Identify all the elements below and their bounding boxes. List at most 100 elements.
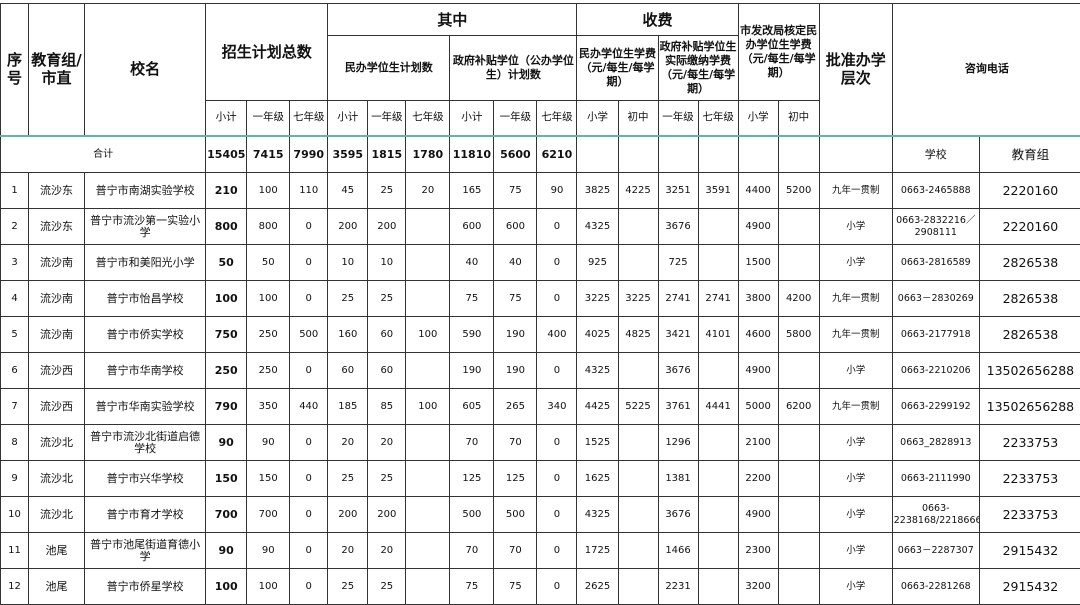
row-fee-value: 5200 bbox=[778, 173, 819, 209]
total-empty-cell bbox=[819, 136, 892, 173]
row-plan-value: 75 bbox=[450, 569, 494, 605]
row-phone-school: 0663-2832216／2908111 bbox=[892, 209, 979, 245]
total-empty-cell bbox=[738, 136, 778, 173]
row-phone-school: 0663-2299192 bbox=[892, 389, 979, 425]
row-group: 池尾 bbox=[29, 569, 85, 605]
subheader-grade1: 一年级 bbox=[658, 101, 698, 136]
row-fee-value bbox=[778, 461, 819, 497]
row-group: 流沙西 bbox=[29, 389, 85, 425]
row-fee-value: 2625 bbox=[577, 569, 618, 605]
row-plan-value: 125 bbox=[494, 461, 537, 497]
row-plan-value: 190 bbox=[494, 317, 537, 353]
row-phone-group: 2233753 bbox=[979, 425, 1080, 461]
row-level: 小学 bbox=[819, 209, 892, 245]
row-plan-value: 100 bbox=[406, 317, 450, 353]
header-private-plan: 民办学位生计划数 bbox=[328, 36, 450, 101]
row-school-name: 普宁市和美阳光小学 bbox=[85, 245, 206, 281]
row-group: 流沙东 bbox=[29, 209, 85, 245]
row-fee-value bbox=[698, 209, 738, 245]
row-fee-value bbox=[618, 209, 658, 245]
row-plan-value: 75 bbox=[494, 569, 537, 605]
row-plan-value: 50 bbox=[206, 245, 247, 281]
row-phone-group: 2233753 bbox=[979, 461, 1080, 497]
row-phone-group: 13502656288 bbox=[979, 389, 1080, 425]
row-phone-group: 2826538 bbox=[979, 245, 1080, 281]
row-plan-value: 265 bbox=[494, 389, 537, 425]
row-fee-value bbox=[618, 497, 658, 533]
row-plan-value: 10 bbox=[368, 245, 406, 281]
row-plan-value: 110 bbox=[290, 173, 328, 209]
row-plan-value: 400 bbox=[537, 317, 577, 353]
subheader-grade1: 一年级 bbox=[368, 101, 406, 136]
total-value: 5600 bbox=[494, 136, 537, 173]
row-plan-value: 150 bbox=[206, 461, 247, 497]
row-group: 流沙南 bbox=[29, 317, 85, 353]
row-fee-value: 3591 bbox=[698, 173, 738, 209]
row-fee-value: 5225 bbox=[618, 389, 658, 425]
row-level: 小学 bbox=[819, 461, 892, 497]
row-plan-value: 440 bbox=[290, 389, 328, 425]
row-fee-value: 3225 bbox=[577, 281, 618, 317]
row-fee-value: 1525 bbox=[577, 425, 618, 461]
row-plan-value: 0 bbox=[290, 497, 328, 533]
row-plan-value: 25 bbox=[368, 461, 406, 497]
row-fee-value bbox=[698, 353, 738, 389]
row-plan-value: 340 bbox=[537, 389, 577, 425]
row-plan-value: 100 bbox=[206, 281, 247, 317]
total-value: 6210 bbox=[537, 136, 577, 173]
row-plan-value bbox=[406, 209, 450, 245]
row-fee-value bbox=[698, 245, 738, 281]
subheader-grade7: 七年级 bbox=[537, 101, 577, 136]
row-plan-value: 90 bbox=[206, 533, 247, 569]
row-plan-value: 150 bbox=[247, 461, 290, 497]
row-group: 池尾 bbox=[29, 533, 85, 569]
header-private-fee: 民办学位生学费（元/每生/每学期） bbox=[577, 36, 658, 101]
row-plan-value: 85 bbox=[368, 389, 406, 425]
total-value: 3595 bbox=[328, 136, 368, 173]
row-plan-value: 590 bbox=[450, 317, 494, 353]
row-fee-value: 6200 bbox=[778, 389, 819, 425]
row-group: 流沙北 bbox=[29, 461, 85, 497]
row-plan-value: 100 bbox=[247, 281, 290, 317]
row-fee-value: 2741 bbox=[658, 281, 698, 317]
row-plan-value: 605 bbox=[450, 389, 494, 425]
row-plan-value: 70 bbox=[494, 533, 537, 569]
header-group: 教育组/市直 bbox=[29, 4, 85, 136]
row-plan-value: 25 bbox=[368, 173, 406, 209]
row-plan-value: 200 bbox=[368, 497, 406, 533]
row-plan-value: 0 bbox=[537, 281, 577, 317]
row-fee-value: 2741 bbox=[698, 281, 738, 317]
row-plan-value: 100 bbox=[247, 569, 290, 605]
row-school-name: 普宁市怡昌学校 bbox=[85, 281, 206, 317]
row-seq: 10 bbox=[1, 497, 29, 533]
header-gov-fee: 政府补贴学位生实际缴纳学费（元/每生/每学期） bbox=[658, 36, 738, 101]
row-phone-school: 0663-2238168/2218666 bbox=[892, 497, 979, 533]
row-school-name: 普宁市侨实学校 bbox=[85, 317, 206, 353]
row-group: 流沙北 bbox=[29, 497, 85, 533]
row-plan-value: 200 bbox=[328, 497, 368, 533]
row-school-name: 普宁市华南学校 bbox=[85, 353, 206, 389]
row-plan-value: 185 bbox=[328, 389, 368, 425]
row-plan-value: 25 bbox=[328, 281, 368, 317]
row-fee-value bbox=[778, 209, 819, 245]
header-gov-plan: 政府补贴学位（公办学位生）计划数 bbox=[450, 36, 577, 101]
row-plan-value: 500 bbox=[290, 317, 328, 353]
row-plan-value: 60 bbox=[368, 317, 406, 353]
row-plan-value bbox=[406, 569, 450, 605]
total-phone-school: 学校 bbox=[892, 136, 979, 173]
row-level: 小学 bbox=[819, 245, 892, 281]
row-plan-value: 250 bbox=[247, 353, 290, 389]
row-fee-value: 2200 bbox=[738, 461, 778, 497]
subheader-grade7: 七年级 bbox=[406, 101, 450, 136]
row-level: 九年一贯制 bbox=[819, 389, 892, 425]
row-fee-value: 4825 bbox=[618, 317, 658, 353]
subheader-subtotal: 小计 bbox=[328, 101, 368, 136]
row-phone-group: 2233753 bbox=[979, 497, 1080, 533]
row-seq: 2 bbox=[1, 209, 29, 245]
row-plan-value: 0 bbox=[290, 245, 328, 281]
row-plan-value: 100 bbox=[406, 389, 450, 425]
row-plan-value: 190 bbox=[450, 353, 494, 389]
